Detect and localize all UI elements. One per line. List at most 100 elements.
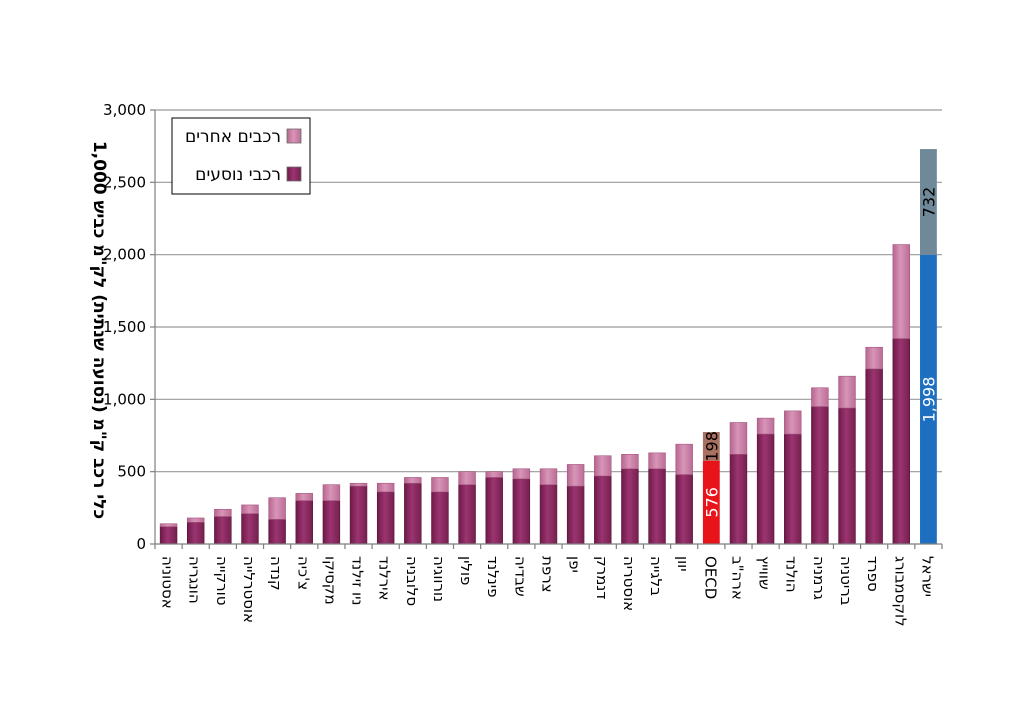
x-category-label: הונגריה — [186, 556, 204, 604]
y-tick-label: 2,500 — [103, 173, 146, 191]
x-category-label: OECD — [701, 556, 719, 599]
bar-segment-passenger — [865, 368, 883, 545]
bar-segment-passenger — [702, 460, 720, 544]
bar-segment-other — [322, 484, 341, 501]
bar-segment-passenger — [539, 484, 558, 545]
x-category-label: ישראל — [918, 556, 936, 597]
bar-segment-other — [756, 417, 775, 435]
x-category-label: פינלנד — [484, 556, 502, 597]
bar-segment-passenger — [322, 500, 341, 545]
x-category-label: ארה"ב — [728, 556, 746, 600]
y-tick-label: 0 — [136, 535, 146, 553]
bar-segment-other — [349, 482, 368, 487]
x-category-label: מקסיקו — [321, 556, 339, 605]
bar-segment-other — [811, 387, 829, 407]
bar-segment-passenger — [458, 484, 476, 545]
x-category-label: אסטוניה — [159, 556, 177, 609]
legend: רכבים אחרים רכבי נוסעים — [171, 117, 311, 195]
x-category-label: אירלנד — [376, 556, 394, 601]
y-tick-label: 1,500 — [103, 318, 146, 336]
bar-segment-passenger — [594, 475, 612, 545]
bar-segment-passenger — [159, 526, 178, 545]
bar-segment-passenger — [241, 513, 259, 545]
x-category-label: בריטניה — [837, 556, 855, 606]
x-category-label: בלגייה — [647, 556, 665, 596]
bar-segment-passenger — [920, 254, 937, 544]
x-category-label: גרמניה — [810, 556, 828, 600]
data-label: 576 — [702, 487, 721, 518]
bar-segment-other — [784, 410, 802, 435]
x-category-label: אוסטריה — [620, 556, 638, 611]
bar-segment-other — [594, 455, 612, 477]
bar-segment-passenger — [349, 485, 368, 545]
bar-segment-other — [702, 432, 720, 461]
bar-segment-passenger — [784, 433, 802, 545]
bar-segment-passenger — [431, 491, 449, 545]
bar-segment-other — [404, 477, 422, 484]
bar-segment-passenger — [811, 406, 829, 545]
y-tick-label: 500 — [117, 463, 146, 481]
x-category-label: דנמרק — [593, 556, 611, 600]
x-category-label: סלובניה — [403, 556, 421, 606]
x-category-label: לוקסמבורג — [891, 556, 909, 627]
x-category-label: הולנד — [783, 556, 801, 593]
bar-segment-other — [186, 517, 205, 523]
bar-segment-passenger — [512, 478, 531, 545]
x-category-label: קנדה — [267, 556, 285, 591]
bar-segment-passenger — [376, 491, 395, 545]
bar-segment-other — [621, 454, 639, 470]
x-category-label: צ'כיה — [294, 556, 312, 590]
bar-segment-passenger — [892, 338, 911, 545]
bar-segment-other — [838, 375, 856, 409]
bar-segment-passenger — [214, 516, 232, 545]
x-category-label: שווייץ — [756, 556, 774, 590]
bar-segment-passenger — [648, 468, 666, 545]
bar-segment-other — [214, 508, 232, 517]
bar-segment-other — [892, 244, 911, 339]
data-label: 732 — [919, 187, 938, 218]
bar-segment-other — [865, 346, 883, 370]
bar-segment-other — [729, 422, 748, 455]
bar-segment-other — [268, 497, 286, 520]
x-category-label: טורקייה — [213, 556, 231, 605]
legend-swatch-passenger — [286, 166, 302, 182]
data-labels: 576 198 1,998 732 — [702, 187, 938, 518]
x-category-label: נורווגיה — [430, 556, 448, 602]
y-tick-labels: 0 500 1,000 1,500 2,000 2,500 3,000 — [103, 101, 146, 553]
bar-segment-passenger — [186, 521, 205, 545]
x-category-labels: אסטוניה הונגריה טורקייה אוסטרלייה קנדה צ'כיה מ… — [159, 556, 937, 627]
x-category-label: יפן — [566, 556, 584, 573]
x-category-label: ספרד — [864, 556, 882, 592]
y-tick-label: 1,000 — [103, 390, 146, 408]
bar-segment-other — [675, 443, 693, 475]
y-tick-label: 3,000 — [103, 101, 146, 119]
x-category-label: צרפת — [539, 556, 557, 593]
bar-segment-other — [485, 471, 503, 478]
bar-segment-other — [458, 471, 476, 485]
bar-segment-passenger — [485, 477, 503, 545]
bar-segment-other — [539, 468, 558, 485]
data-label: 198 — [702, 431, 721, 462]
legend-swatch-other — [286, 128, 302, 144]
bar-segment-other — [920, 149, 937, 255]
data-label: 1,998 — [919, 377, 938, 423]
bar-segment-passenger — [566, 485, 585, 545]
bar-segment-passenger — [295, 500, 313, 545]
x-category-label: אוסטרלייה — [240, 556, 258, 623]
bar-segment-other — [159, 523, 178, 527]
bar-segment-other — [431, 477, 449, 493]
y-axis-title: 1,000 כלי רכב ק"מ (נסועה שנתית) לק"מ כבי… — [89, 141, 109, 519]
bar-segment-other — [512, 468, 531, 480]
bar-segment-other — [648, 452, 666, 470]
bar-segment-passenger — [675, 474, 693, 545]
bar-segment-passenger — [404, 482, 422, 545]
axes — [150, 109, 943, 549]
bars-group — [159, 149, 937, 545]
y-tick-label: 2,000 — [103, 246, 146, 264]
bar-segment-other — [295, 493, 313, 501]
bar-segment-passenger — [756, 433, 775, 545]
bar-segment-other — [566, 464, 585, 487]
x-category-label: יוון — [674, 556, 692, 572]
bar-segment-other — [241, 504, 259, 514]
